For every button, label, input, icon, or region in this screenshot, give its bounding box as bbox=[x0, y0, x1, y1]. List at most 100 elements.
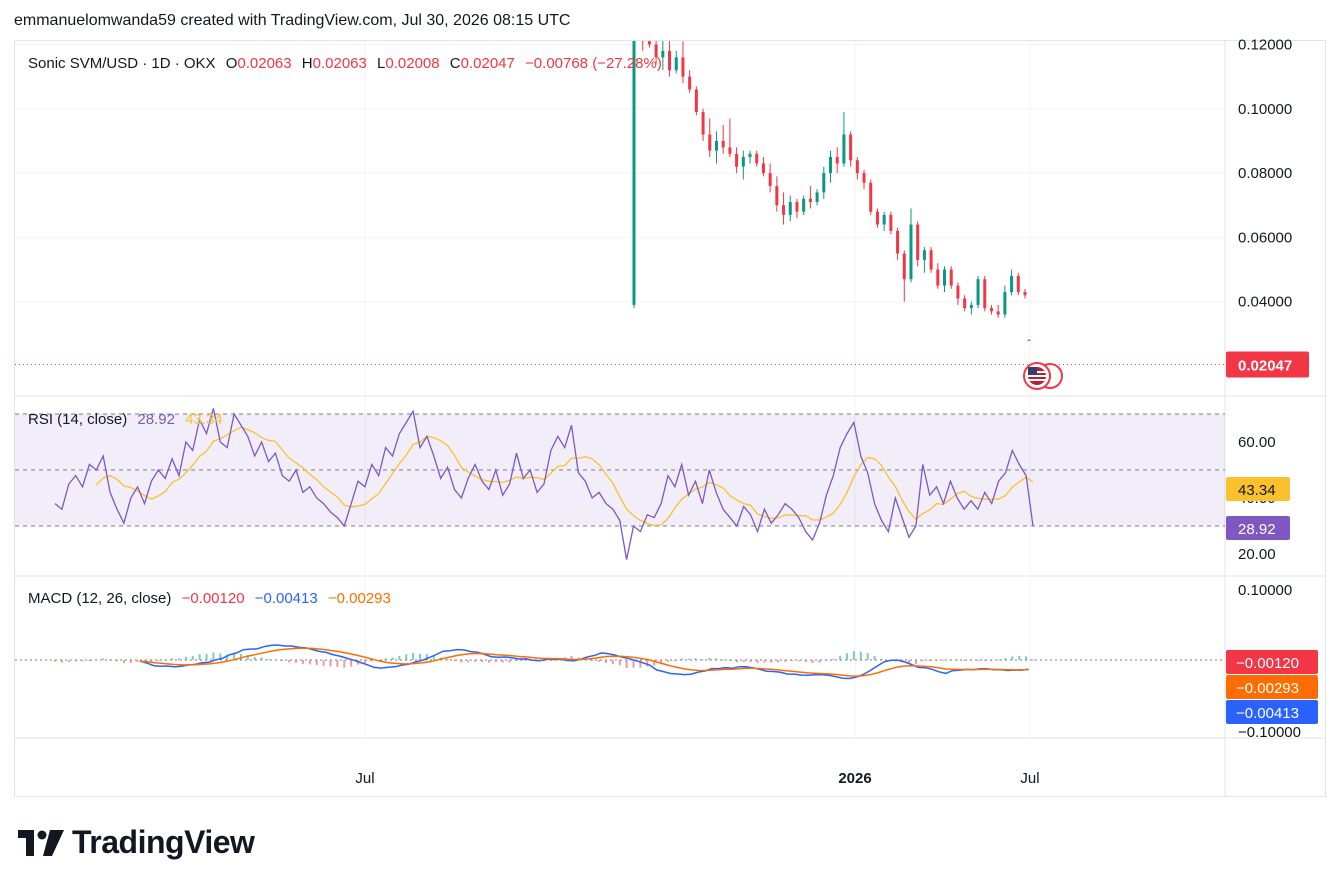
time-tick-label: Jul bbox=[355, 770, 374, 787]
candle-body bbox=[748, 153, 752, 158]
macd-hist-bar bbox=[219, 653, 222, 660]
macd-hist-bar bbox=[577, 657, 580, 660]
candle-body bbox=[788, 202, 792, 215]
macd-tick-label: 0.10000 bbox=[1238, 582, 1292, 599]
chart-caption: emmanuelomwanda59 created with TradingVi… bbox=[14, 12, 571, 29]
macd-hist-bar bbox=[267, 658, 270, 660]
macd-hist-bar bbox=[253, 656, 256, 660]
last-price-label: 0.02047 bbox=[1238, 357, 1292, 374]
macd-hist-bar bbox=[329, 660, 332, 667]
macd-hist-bar bbox=[604, 660, 607, 664]
price-tick-label: 0.08000 bbox=[1238, 165, 1292, 182]
macd-hist-bar bbox=[983, 660, 986, 661]
price-tick-label: 0.10000 bbox=[1238, 101, 1292, 118]
macd-label[interactable]: MACD (12, 26, close) bbox=[28, 590, 172, 607]
macd-hist-bar bbox=[908, 660, 911, 664]
macd-hist-bar bbox=[1025, 656, 1028, 660]
candle-body bbox=[922, 250, 926, 260]
rsi-ma-tag-label: 43.34 bbox=[1238, 482, 1276, 499]
high-value: 0.02063 bbox=[312, 55, 367, 72]
macd-hist-bar bbox=[790, 660, 793, 662]
macd-hist-bar bbox=[735, 660, 738, 663]
tradingview-brand[interactable]: TradingView bbox=[18, 824, 255, 861]
macd-hist-bar bbox=[777, 660, 780, 663]
macd-hist-bar bbox=[963, 660, 966, 661]
candle-body bbox=[936, 269, 940, 286]
macd-signal-tag bbox=[1226, 675, 1318, 699]
candle-body bbox=[755, 153, 759, 164]
macd-hist-bar bbox=[102, 658, 105, 660]
candle-body bbox=[943, 269, 947, 286]
candle-body bbox=[956, 285, 960, 299]
macd-hist-bar bbox=[673, 660, 676, 661]
macd-hist-bar bbox=[873, 655, 876, 660]
macd-hist-bar bbox=[391, 657, 394, 660]
candle-body bbox=[996, 311, 1000, 315]
rsi-legend: RSI (14, close) 28.92 43.34 bbox=[28, 411, 223, 428]
macd-hist-bar bbox=[115, 660, 118, 662]
rsi-label[interactable]: RSI (14, close) bbox=[28, 411, 128, 428]
candle-body bbox=[632, 41, 636, 305]
macd-hist-bar bbox=[942, 660, 945, 661]
candle-body bbox=[855, 160, 859, 174]
brand-name: TradingView bbox=[72, 824, 255, 860]
candle-body bbox=[802, 198, 806, 212]
macd-hist-bar bbox=[728, 660, 731, 661]
candle-body bbox=[929, 250, 933, 270]
macd-hist-bar bbox=[171, 658, 174, 660]
candle-body bbox=[815, 192, 819, 203]
macd-hist-bar bbox=[508, 660, 511, 663]
macd-hist-bar bbox=[60, 660, 63, 663]
candle-body bbox=[795, 202, 799, 212]
macd-hist-bar bbox=[715, 658, 718, 660]
candle-body bbox=[775, 185, 779, 206]
candles-group bbox=[632, 41, 1035, 366]
macd-hist-bar bbox=[632, 660, 635, 668]
macd-hist-bar bbox=[549, 659, 552, 661]
candle-body bbox=[882, 214, 886, 225]
open-value: 0.02063 bbox=[237, 55, 292, 72]
macd-hist-bar bbox=[398, 655, 401, 660]
macd-hist-bar bbox=[956, 659, 959, 661]
candle-body bbox=[654, 44, 658, 58]
candle-body bbox=[768, 173, 772, 186]
macd-hist-bar bbox=[1032, 659, 1034, 661]
macd-hist-bar bbox=[467, 660, 470, 663]
macd-hist-tag-label: −0.00120 bbox=[1236, 655, 1299, 672]
macd-hist-bar bbox=[246, 655, 249, 660]
candle-body bbox=[641, 41, 645, 42]
macd-hist-bar bbox=[412, 652, 415, 660]
open-label: O bbox=[225, 55, 238, 72]
macd-hist-value: −0.00120 bbox=[181, 590, 245, 607]
macd-hist-bar bbox=[846, 653, 849, 660]
macd-hist-bar bbox=[205, 653, 208, 660]
macd-hist-bar bbox=[95, 659, 98, 661]
candle-body bbox=[1023, 292, 1027, 296]
macd-hist-bar bbox=[804, 660, 807, 663]
macd-hist-bar bbox=[260, 657, 263, 660]
high-label: H bbox=[301, 55, 313, 72]
macd-line bbox=[139, 644, 1029, 680]
macd-hist-bar bbox=[198, 654, 201, 660]
macd-hist-bar bbox=[308, 660, 311, 665]
macd-hist-bar bbox=[425, 654, 428, 660]
symbol-label[interactable]: Sonic SVM/USD · 1D · OKX bbox=[28, 55, 216, 72]
candle-body bbox=[949, 269, 953, 286]
macd-hist-bar bbox=[481, 660, 484, 663]
macd-hist-bar bbox=[811, 660, 814, 664]
macd-hist-bar bbox=[288, 660, 291, 663]
macd-hist-bar bbox=[666, 660, 669, 662]
price-tick-label: 0.04000 bbox=[1238, 294, 1292, 311]
candle-body bbox=[902, 253, 906, 280]
macd-hist-bar bbox=[866, 653, 869, 660]
macd-hist-bar bbox=[763, 660, 766, 663]
macd-hist-bar bbox=[970, 660, 973, 661]
rsi-line bbox=[54, 408, 1034, 560]
macd-hist-bar bbox=[570, 655, 573, 660]
macd-hist-bar bbox=[990, 660, 993, 661]
candle-body bbox=[782, 205, 786, 215]
macd-hist-bar bbox=[839, 655, 842, 660]
macd-hist-bar bbox=[350, 660, 353, 667]
candle-body bbox=[688, 76, 692, 90]
